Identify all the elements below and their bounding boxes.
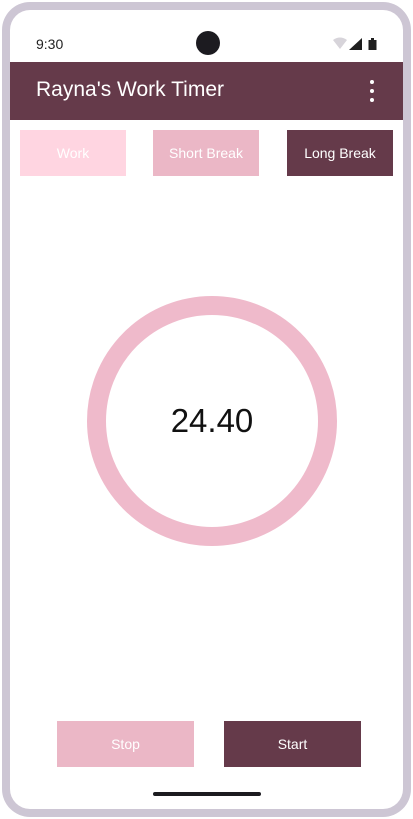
home-indicator[interactable]	[153, 792, 261, 796]
signal-icon	[349, 38, 362, 50]
long-break-button[interactable]: Long Break	[287, 130, 393, 176]
menu-dot	[370, 89, 374, 93]
work-mode-button[interactable]: Work	[20, 130, 126, 176]
battery-icon	[368, 38, 377, 50]
timer-display: 24.40	[170, 402, 254, 439]
app-title: Rayna's Work Timer	[36, 78, 224, 101]
more-vert-icon[interactable]	[367, 80, 377, 102]
status-time: 9:30	[36, 36, 64, 52]
timer-ring: 24.40	[87, 296, 337, 546]
wifi-icon	[333, 37, 347, 49]
stop-button[interactable]: Stop	[57, 721, 194, 767]
status-icons	[333, 37, 377, 50]
menu-dot	[370, 80, 374, 84]
menu-dot	[370, 98, 374, 102]
camera-cutout	[196, 31, 220, 55]
screen: 9:30 Rayna's Work Timer Work Short Break…	[10, 10, 403, 809]
status-bar: 9:30	[10, 10, 403, 62]
short-break-button[interactable]: Short Break	[153, 130, 259, 176]
app-bar: Rayna's Work Timer	[10, 62, 403, 120]
start-button[interactable]: Start	[224, 721, 361, 767]
